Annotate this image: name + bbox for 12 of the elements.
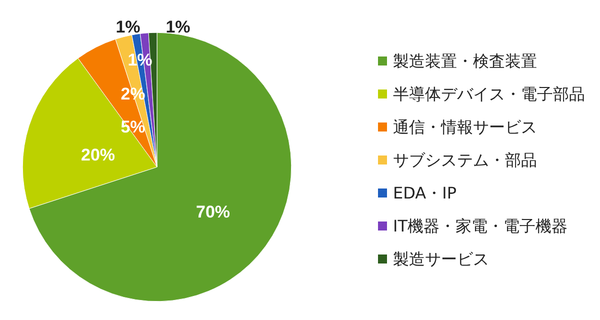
legend-label: サブシステム・部品 (393, 150, 537, 170)
legend-label: 製造装置・検査装置 (393, 52, 537, 70)
data-label: 20% (80, 146, 116, 164)
legend-label: 製造サービス (393, 250, 489, 268)
data-label: 1% (116, 18, 140, 36)
legend-label: 半導体デバイス・電子部品 (393, 84, 585, 104)
legend-label: 通信・情報サービス (393, 118, 537, 136)
legend-label: IT機器・家電・電子機器 (393, 216, 568, 236)
data-label: 1% (166, 18, 190, 36)
data-label: 1% (128, 50, 152, 70)
data-label: 70% (196, 202, 230, 222)
legend-label: EDA・IP (393, 184, 457, 202)
